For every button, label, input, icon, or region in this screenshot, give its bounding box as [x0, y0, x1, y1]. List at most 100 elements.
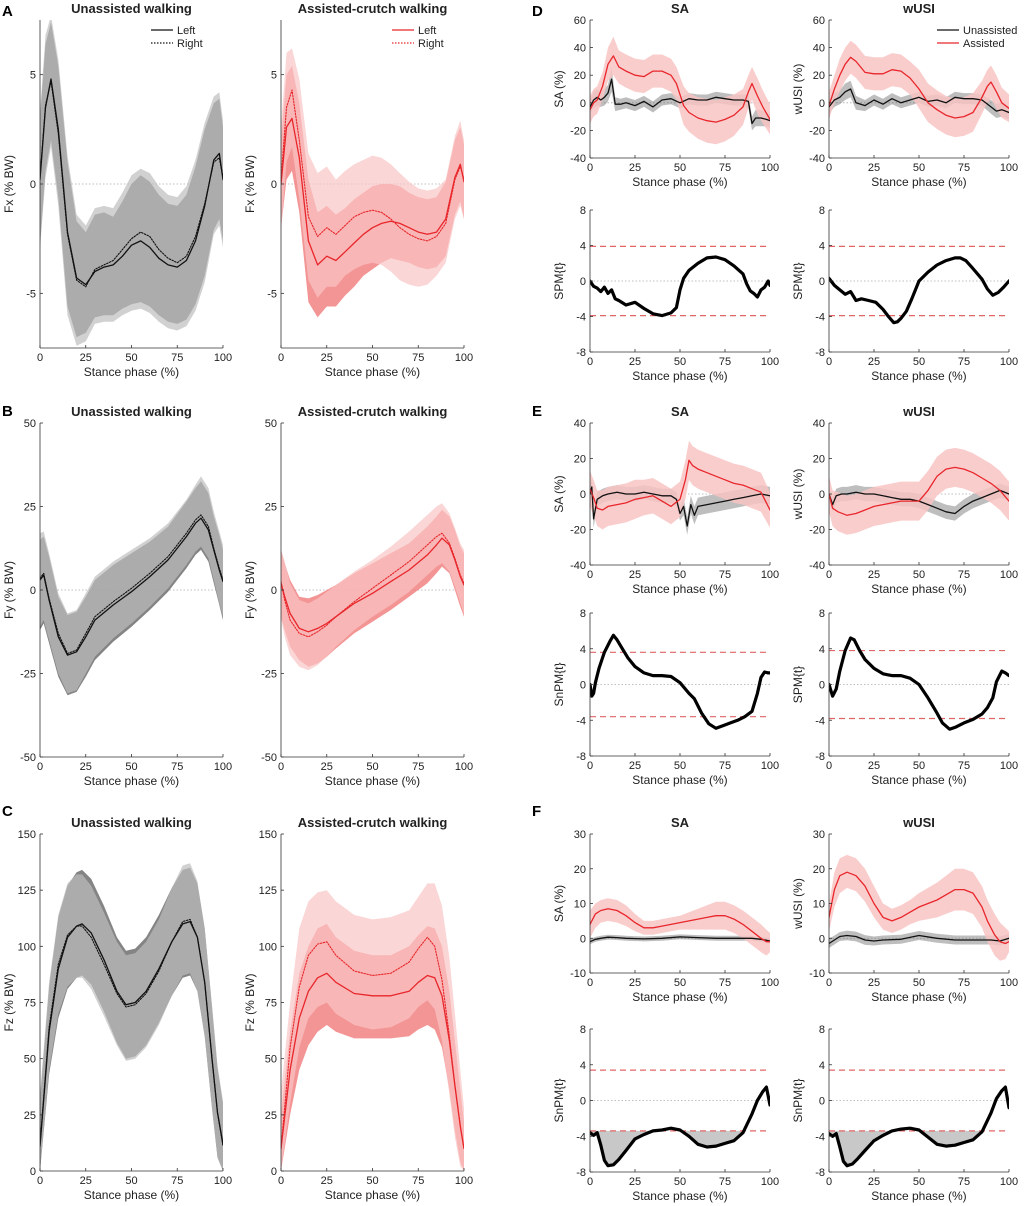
x-axis-label: Stance phase (%) [632, 369, 727, 383]
x-tick-label: 25 [629, 760, 641, 772]
y-tick-label: -4 [576, 312, 586, 324]
y-axis-label: wUSI (%) [791, 64, 805, 116]
series-line-spmt [590, 255, 770, 318]
x-tick-label: 0 [37, 352, 43, 364]
chart-data-layer [590, 36, 770, 145]
chart-e-snpm-sa: 0 25 50 75 100 -8 -4 0 4 8 Stance phase (%) SnPM{t} [552, 608, 779, 787]
y-tick-label: 50 [24, 418, 36, 430]
x-tick-label: 100 [214, 1175, 232, 1187]
band-right [40, 476, 223, 694]
x-tick-label: 25 [321, 1175, 333, 1187]
series-line-assisted [829, 871, 1009, 945]
x-axis-label: Stance phase (%) [84, 365, 179, 379]
x-tick-label: 100 [1000, 569, 1018, 581]
y-tick-label: 125 [259, 885, 277, 897]
x-tick-label: 100 [761, 162, 779, 174]
y-tick-label: -20 [570, 125, 586, 137]
chart-title: SA [671, 404, 690, 419]
series-line-right [40, 918, 223, 1147]
x-tick-label: 0 [826, 162, 832, 174]
y-tick-label: 25 [24, 1110, 36, 1122]
band-assisted [590, 440, 770, 530]
chart-a1: 0 25 50 75 100 -5 0 5 Stance phase (%) Fx (% BW) U… [2, 1, 232, 379]
x-tick-label: 100 [761, 569, 779, 581]
y-tick-label: 4 [580, 1060, 586, 1072]
x-tick-label: 25 [629, 977, 641, 989]
x-tick-label: 50 [366, 352, 378, 364]
x-tick-label: 0 [826, 356, 832, 368]
legend-label-assisted: Assisted [963, 38, 1005, 50]
band-right [40, 20, 223, 346]
y-tick-label: -5 [26, 288, 36, 300]
chart-title: Assisted-crutch walking [298, 815, 448, 830]
chart-data-layer [829, 40, 1009, 138]
x-tick-label: 50 [125, 352, 137, 364]
series-line-right [40, 80, 223, 288]
x-tick-label: 25 [80, 352, 92, 364]
x-tick-label: 0 [826, 1176, 832, 1188]
y-tick-label: -8 [815, 751, 825, 763]
x-axis-label: Stance phase (%) [632, 1189, 727, 1203]
x-axis-label: Stance phase (%) [325, 1188, 420, 1202]
y-tick-label: 0 [580, 98, 586, 110]
y-tick-label: 10 [574, 899, 586, 911]
chart-c2: 0 25 50 75 100 0 25 50 75 100 125 150 Stance phase (… [243, 815, 473, 1202]
chart-data-layer [281, 48, 464, 318]
x-axis-label: Stance phase (%) [325, 365, 420, 379]
chart-data-layer [40, 863, 223, 1171]
x-tick-label: 100 [455, 761, 473, 773]
chart-data-layer [590, 440, 770, 535]
band-right [281, 48, 464, 298]
x-axis-label: Stance phase (%) [84, 1188, 179, 1202]
y-tick-label: 150 [259, 829, 277, 841]
x-axis-label: Stance phase (%) [325, 774, 420, 788]
y-tick-label: 20 [813, 70, 825, 82]
chart-f-snpm-wusi: 0 25 50 75 100 -8 -4 0 4 8 Stance phase (%) SnPM{t} [791, 1024, 1018, 1203]
series-line-unassisted [829, 88, 1009, 114]
y-tick-label: -40 [809, 153, 825, 165]
series-line-assisted [590, 55, 770, 123]
y-tick-label: 8 [580, 1024, 586, 1036]
x-tick-label: 25 [868, 760, 880, 772]
y-axis-label: wUSI (%) [791, 878, 805, 930]
y-tick-label: -8 [576, 347, 586, 359]
y-tick-label: -4 [576, 1131, 586, 1143]
y-tick-label: 30 [574, 829, 586, 841]
y-tick-label: -40 [570, 560, 586, 572]
chart-data-layer [590, 1069, 770, 1168]
y-tick-label: 60 [574, 15, 586, 27]
chart-f-snpm-sa: 0 25 50 75 100 -8 -4 0 4 8 Stance phase (%) SnPM{t} [552, 1024, 779, 1203]
legend-label-right: Right [177, 38, 203, 50]
x-tick-label: 25 [629, 356, 641, 368]
x-tick-label: 100 [761, 977, 779, 989]
y-tick-label: -25 [20, 669, 36, 681]
x-tick-label: 75 [958, 569, 970, 581]
x-tick-label: 75 [171, 352, 183, 364]
x-tick-label: 75 [958, 1176, 970, 1188]
chart-data-layer [829, 1069, 1009, 1168]
x-tick-label: 100 [214, 352, 232, 364]
x-tick-label: 75 [958, 356, 970, 368]
series-line-right [281, 532, 464, 638]
y-tick-label: 0 [580, 680, 586, 692]
x-tick-label: 75 [719, 977, 731, 989]
y-tick-label: 40 [574, 418, 586, 430]
y-tick-label: 8 [819, 1024, 825, 1036]
y-tick-label: -40 [570, 153, 586, 165]
y-tick-label: -5 [267, 288, 277, 300]
x-tick-label: 50 [674, 162, 686, 174]
series-line-left [281, 117, 464, 266]
y-tick-label: 0 [580, 933, 586, 945]
y-tick-label: -8 [815, 347, 825, 359]
x-tick-label: 50 [366, 1175, 378, 1187]
y-tick-label: -4 [576, 715, 586, 727]
y-tick-label: 30 [813, 829, 825, 841]
y-tick-label: 10 [813, 899, 825, 911]
x-tick-label: 0 [278, 761, 284, 773]
x-tick-label: 25 [629, 1176, 641, 1188]
x-tick-label: 50 [913, 977, 925, 989]
